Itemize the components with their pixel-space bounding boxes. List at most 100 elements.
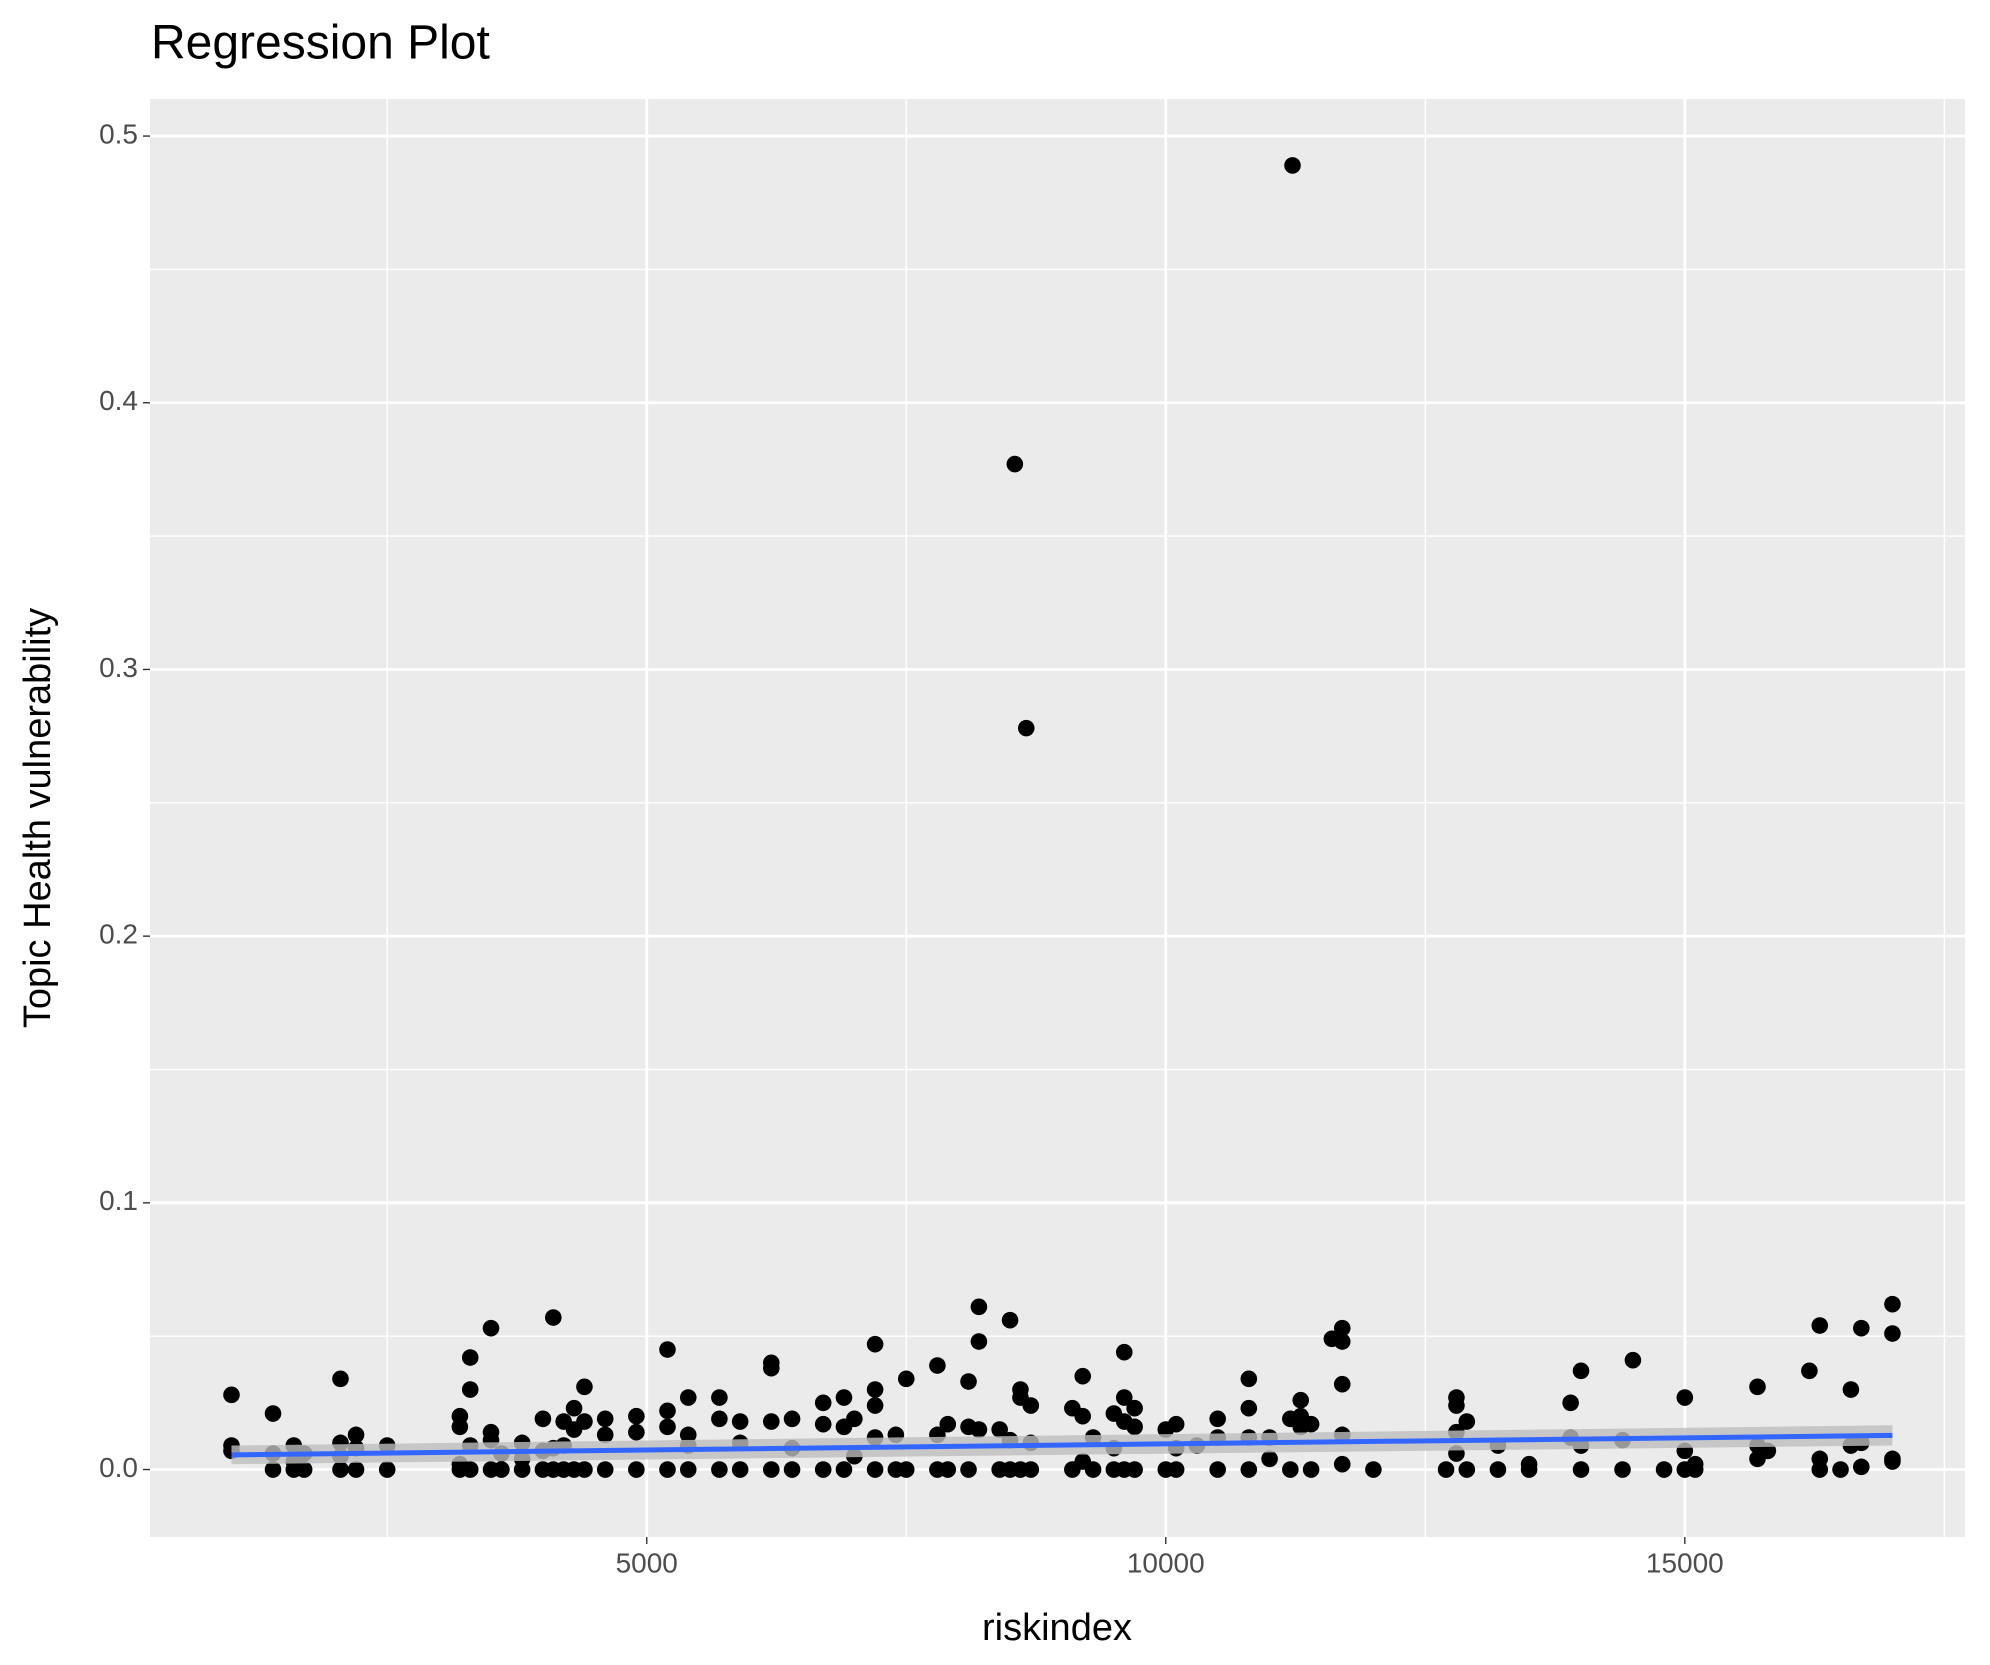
- regression-line: [231, 1432, 1893, 1458]
- x-tick-label: 15000: [1646, 1547, 1724, 1578]
- point: [1520, 1461, 1538, 1478]
- point: [264, 1461, 282, 1478]
- point: [565, 1399, 583, 1417]
- point: [1655, 1461, 1673, 1478]
- point: [1006, 455, 1024, 473]
- point: [1562, 1394, 1579, 1412]
- point: [1842, 1381, 1860, 1398]
- point: [332, 1461, 349, 1478]
- point: [711, 1461, 728, 1478]
- point: [1126, 1461, 1143, 1478]
- point: [1624, 1351, 1642, 1369]
- point: [783, 1461, 801, 1478]
- point: [451, 1418, 469, 1436]
- point: [1437, 1461, 1455, 1478]
- point: [1749, 1378, 1766, 1396]
- point: [1365, 1461, 1382, 1478]
- point: [659, 1402, 676, 1420]
- point: [1572, 1362, 1590, 1380]
- point: [1115, 1389, 1133, 1406]
- y-tick-label: 0.5: [99, 118, 138, 149]
- point: [1832, 1461, 1849, 1478]
- point: [1676, 1389, 1694, 1406]
- point: [596, 1426, 614, 1444]
- point: [1022, 1461, 1040, 1478]
- point: [731, 1461, 749, 1478]
- x-tick-label: 5000: [616, 1547, 678, 1578]
- y-tick-label: 0.4: [99, 385, 138, 416]
- point: [628, 1407, 645, 1425]
- y-tick-label: 0.3: [99, 652, 138, 683]
- point: [1261, 1450, 1278, 1468]
- y-tick-label: 0.1: [99, 1185, 138, 1216]
- point: [814, 1415, 832, 1433]
- point: [482, 1319, 500, 1337]
- point: [1240, 1461, 1258, 1478]
- point: [1572, 1461, 1590, 1478]
- point: [1811, 1317, 1829, 1334]
- point: [461, 1349, 479, 1366]
- point: [1240, 1399, 1258, 1417]
- point: [835, 1389, 853, 1406]
- point: [1686, 1461, 1704, 1478]
- point: [1489, 1461, 1507, 1478]
- point: [1292, 1391, 1310, 1409]
- point: [1282, 1461, 1299, 1478]
- point: [461, 1461, 479, 1478]
- point: [628, 1423, 645, 1441]
- point: [814, 1461, 832, 1478]
- point: [544, 1309, 562, 1326]
- point: [1811, 1461, 1829, 1478]
- point: [1801, 1362, 1818, 1380]
- point: [378, 1461, 396, 1478]
- point: [513, 1461, 531, 1478]
- point: [347, 1426, 365, 1444]
- point: [493, 1461, 510, 1478]
- point: [1302, 1415, 1320, 1433]
- point: [1884, 1295, 1901, 1313]
- point: [846, 1410, 863, 1428]
- point: [866, 1397, 884, 1414]
- point: [866, 1335, 884, 1353]
- point: [929, 1357, 946, 1374]
- point: [596, 1461, 614, 1478]
- point: [1884, 1325, 1901, 1342]
- point: [991, 1421, 1008, 1438]
- point: [628, 1461, 645, 1478]
- point: [1333, 1333, 1351, 1350]
- point: [866, 1381, 884, 1398]
- point: [814, 1394, 832, 1412]
- point: [1017, 719, 1035, 737]
- point: [1333, 1375, 1351, 1393]
- point: [731, 1413, 749, 1430]
- point: [1084, 1461, 1102, 1478]
- point: [1022, 1397, 1040, 1414]
- point: [970, 1298, 988, 1316]
- point: [1240, 1370, 1258, 1388]
- point: [461, 1381, 479, 1398]
- x-tick-label: 10000: [1127, 1547, 1205, 1578]
- point: [1001, 1311, 1019, 1329]
- point: [762, 1413, 780, 1430]
- point: [1284, 157, 1301, 174]
- point: [1126, 1399, 1143, 1417]
- point: [576, 1378, 593, 1396]
- point: [534, 1410, 552, 1428]
- point: [960, 1373, 977, 1390]
- point: [1167, 1461, 1185, 1478]
- point: [1074, 1407, 1092, 1425]
- point: [939, 1461, 957, 1478]
- point: [783, 1410, 801, 1428]
- y-tick-label: 0.2: [99, 919, 138, 950]
- point: [264, 1405, 282, 1422]
- point: [1126, 1418, 1143, 1436]
- x-axis-title: riskindex: [982, 1607, 1132, 1649]
- point: [970, 1333, 988, 1350]
- point: [897, 1461, 915, 1478]
- point: [960, 1461, 977, 1478]
- point: [939, 1415, 957, 1433]
- point: [659, 1461, 676, 1478]
- point: [679, 1389, 697, 1406]
- point: [679, 1461, 697, 1478]
